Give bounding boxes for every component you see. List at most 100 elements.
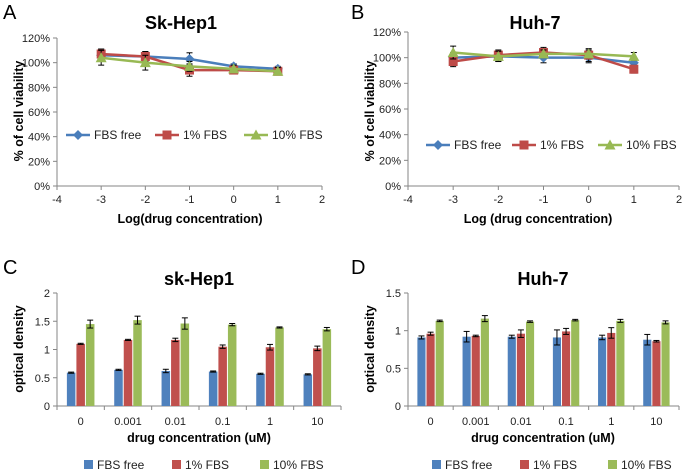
x-tick-label: 0.01 — [165, 416, 186, 428]
y-tick-label: 1 — [44, 345, 50, 357]
x-tick-label: 0 — [231, 194, 237, 206]
x-tick-label: 0 — [586, 194, 592, 206]
data-point — [447, 47, 459, 58]
x-tick-label: 0.1 — [558, 416, 573, 428]
x-axis-label: drug concentration (uM) — [127, 431, 271, 445]
bar — [161, 370, 171, 406]
bar — [643, 339, 652, 406]
legend-marker — [73, 130, 83, 140]
bar — [275, 327, 284, 406]
x-tick-label: 1 — [608, 416, 614, 428]
bar — [562, 331, 571, 406]
data-point — [629, 64, 639, 74]
chart-title: sk-Hep1 — [164, 269, 234, 289]
y-tick-label: 80% — [28, 82, 50, 94]
y-tick-label: 40% — [28, 132, 50, 144]
legend-label: 10% FBS — [272, 128, 323, 142]
legend-label: FBS free — [445, 458, 493, 472]
bar — [180, 323, 190, 406]
legend-swatch — [172, 460, 181, 469]
chart-title: Huh-7 — [518, 269, 569, 289]
legend-label: 1% FBS — [540, 138, 584, 152]
bar — [417, 337, 426, 406]
legend-swatch — [432, 460, 441, 469]
data-point — [272, 65, 284, 76]
data-point — [583, 48, 595, 59]
legend-swatch — [84, 460, 93, 469]
series-10-fbs — [447, 45, 640, 63]
data-point — [448, 57, 458, 67]
y-tick-label: 0.5 — [386, 363, 401, 375]
x-tick-label: 1 — [267, 416, 273, 428]
y-tick-label: 2 — [44, 288, 50, 300]
x-axis-label: Log(drug concentration) — [117, 212, 262, 226]
series-1-fbs — [426, 327, 661, 406]
legend-item: 10% FBS — [244, 128, 323, 142]
y-tick-label: 20% — [379, 155, 401, 167]
bar — [471, 335, 480, 406]
bar — [114, 369, 123, 406]
x-tick-label: 2 — [676, 194, 682, 206]
bar — [208, 371, 218, 406]
x-tick-label: 1 — [275, 194, 281, 206]
legend-item: 1% FBS — [512, 138, 584, 152]
x-tick-label: 0 — [78, 416, 84, 428]
y-tick-label: 0 — [395, 401, 401, 413]
x-tick-label: -4 — [52, 194, 62, 206]
x-tick-label: 0.1 — [215, 416, 230, 428]
x-tick-label: -1 — [539, 194, 549, 206]
data-point — [492, 50, 504, 61]
bar — [616, 320, 625, 406]
bar — [133, 320, 142, 406]
bar — [661, 322, 670, 406]
y-tick-label: 0% — [385, 181, 401, 193]
legend-label: 10% FBS — [621, 458, 672, 472]
legend-item: FBS free — [426, 138, 502, 152]
bar — [652, 341, 661, 406]
bar — [571, 320, 580, 406]
x-tick-label: -3 — [96, 194, 106, 206]
bar — [218, 346, 227, 406]
bar — [171, 339, 180, 406]
series-fbs-free — [417, 329, 652, 406]
bar — [313, 348, 322, 406]
bar — [598, 337, 607, 406]
panel-letter-d: D — [351, 257, 365, 279]
y-tick-label: 1.5 — [35, 316, 50, 328]
legend-label: 1% FBS — [183, 128, 227, 142]
y-axis-label: % of cell viability — [12, 61, 26, 162]
bar — [607, 332, 616, 406]
panel-letter-a: A — [3, 2, 17, 24]
legend-label: 10% FBS — [626, 138, 677, 152]
legend-label: 10% FBS — [273, 458, 324, 472]
bar — [227, 324, 237, 406]
bar — [480, 318, 489, 406]
data-point — [139, 57, 151, 68]
bar — [552, 337, 562, 406]
legend-item: 1% FBS — [172, 458, 229, 472]
bar — [426, 333, 435, 406]
legend-swatch — [520, 460, 529, 469]
y-tick-label: 1 — [395, 326, 401, 338]
legend-item: 10% FBS — [598, 138, 677, 152]
legend-swatch — [608, 460, 617, 469]
y-tick-label: 60% — [28, 107, 50, 119]
legend-item: 10% FBS — [260, 458, 324, 472]
legend-item: 1% FBS — [155, 128, 227, 142]
x-tick-label: 0.001 — [114, 416, 142, 428]
legend-marker — [519, 140, 529, 150]
y-tick-label: 120% — [22, 33, 50, 45]
y-tick-label: 40% — [379, 130, 401, 142]
x-axis-label: Log (drug concentration) — [464, 212, 613, 226]
legend-label: FBS free — [454, 138, 502, 152]
legend-swatch — [260, 460, 269, 469]
x-tick-label: -1 — [185, 194, 195, 206]
bar — [303, 374, 313, 406]
y-tick-label: 1.5 — [386, 288, 401, 300]
y-tick-label: 80% — [379, 78, 401, 90]
x-tick-label: 10 — [311, 416, 323, 428]
series-1-fbs — [76, 337, 322, 406]
chart-huh7-optical-density: Huh-7 drug concentration (uM) optical dens… — [363, 269, 680, 472]
y-axis-label: optical density — [363, 305, 377, 393]
